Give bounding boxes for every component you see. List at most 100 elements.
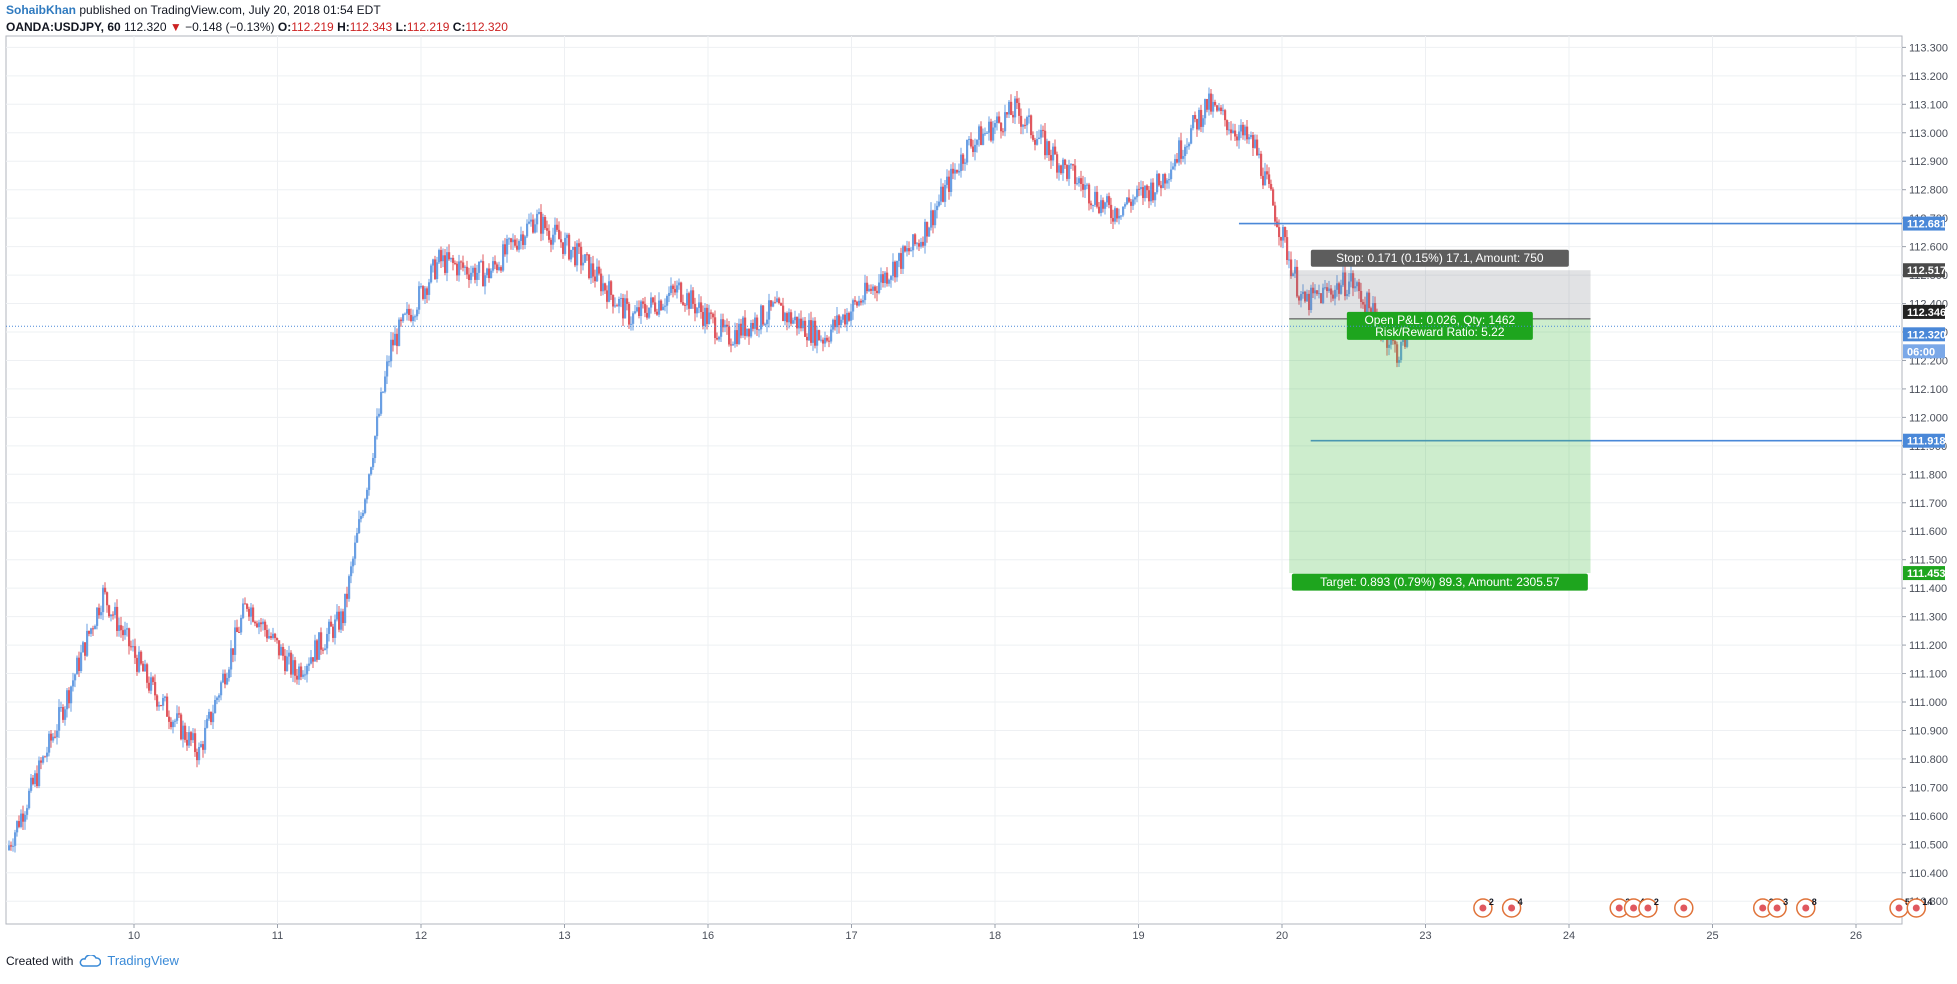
candle-body (884, 272, 887, 284)
candle (968, 135, 971, 146)
candle (400, 317, 403, 327)
candle-body (80, 652, 83, 672)
candle (1094, 186, 1097, 208)
candle (690, 284, 693, 309)
time-axis[interactable]: 10 11 12 13 16 17 18 19 20 23 24 25 26 (128, 924, 1862, 942)
candle (790, 309, 793, 327)
candle (734, 322, 737, 348)
candle-body (552, 234, 555, 245)
x-tick-label: 26 (1850, 930, 1862, 942)
candle (736, 323, 739, 347)
event-marker[interactable]: 14 (1906, 897, 1932, 918)
candle-body (986, 132, 989, 134)
candle (874, 285, 877, 299)
candle (1260, 150, 1263, 179)
candle-body (1266, 171, 1269, 175)
candle (680, 281, 683, 304)
candle-body (834, 319, 837, 328)
stop-zone[interactable] (1289, 270, 1591, 319)
candle (1104, 201, 1107, 215)
price-axis[interactable]: 110.300110.400110.500110.600110.700110.8… (1902, 42, 1948, 908)
tradingview-brand[interactable]: TradingView (107, 953, 179, 968)
author-link[interactable]: SohaibKhan (6, 3, 77, 17)
candle-body (386, 361, 389, 377)
candle (1048, 140, 1051, 161)
candle-body (1330, 288, 1333, 295)
candle-body (1136, 188, 1139, 198)
candle-body (1032, 135, 1035, 140)
candle-body (432, 259, 435, 266)
candle-body (232, 648, 235, 655)
candle (614, 297, 617, 308)
event-marker[interactable]: 2 (1473, 897, 1494, 918)
short-position-tool[interactable]: Stop: 0.171 (0.15%) 17.1, Amount: 750 Ope… (1289, 249, 1591, 591)
candle (1126, 197, 1129, 206)
candle-body (108, 605, 111, 617)
symbol-name: OANDA:USDJPY, 60 (6, 20, 121, 34)
candle (846, 308, 849, 332)
candle-body (262, 621, 265, 625)
candle (1070, 162, 1073, 170)
candle (666, 294, 669, 314)
candle-body (1182, 156, 1185, 159)
event-dot (1644, 904, 1652, 912)
candle (962, 153, 965, 171)
candle-body (774, 302, 777, 304)
event-marker[interactable]: 3 (1767, 897, 1788, 918)
candle (1244, 124, 1247, 141)
candle-body (1018, 102, 1021, 116)
candle-body (732, 344, 735, 346)
candle (1040, 124, 1043, 145)
event-marker[interactable]: 4 (1501, 897, 1523, 918)
candle (340, 608, 343, 633)
candle (1140, 180, 1143, 196)
candle (116, 599, 119, 637)
x-tick-label: 13 (558, 930, 570, 942)
horizontal-level[interactable]: 111.918 (1310, 433, 1946, 448)
candle (1272, 187, 1275, 206)
candle (1298, 295, 1301, 305)
candle-body (302, 674, 305, 677)
y-tick-label: 111.800 (1909, 469, 1947, 481)
candle-body (630, 323, 633, 325)
candle (888, 278, 891, 287)
candle-body (1130, 201, 1133, 206)
economic-events[interactable]: 242422385142 (1473, 897, 1957, 918)
candle-body (1366, 292, 1369, 314)
event-count: 5 (1905, 897, 1910, 907)
candle (982, 128, 985, 146)
candle-body (786, 313, 789, 323)
target-zone[interactable] (1289, 318, 1591, 574)
candle (854, 296, 857, 305)
candle-body (156, 695, 159, 707)
candle-body (954, 169, 957, 174)
event-marker[interactable]: 8 (1796, 897, 1817, 918)
candle-body (578, 243, 581, 247)
candle (600, 268, 603, 296)
candle-body (234, 627, 237, 655)
candle-body (840, 319, 843, 326)
candle (128, 627, 131, 655)
candle (1238, 124, 1241, 149)
event-marker[interactable]: 2 (1638, 897, 1659, 918)
candle-body (720, 319, 723, 337)
candle (812, 317, 815, 351)
candle (446, 246, 449, 282)
candle (1290, 251, 1293, 279)
candle-body (16, 821, 19, 833)
candle-body (1076, 183, 1079, 185)
candle-body (460, 261, 463, 263)
candle (420, 283, 423, 289)
candle (832, 318, 835, 333)
candle (960, 147, 963, 178)
horizontal-level[interactable]: 112.681 (1238, 216, 1946, 231)
candle (546, 220, 549, 236)
candle (1286, 230, 1289, 265)
candle (694, 297, 697, 322)
event-marker[interactable] (1674, 898, 1694, 918)
candle (112, 611, 115, 620)
candle-body (714, 317, 717, 338)
candle (944, 180, 947, 207)
